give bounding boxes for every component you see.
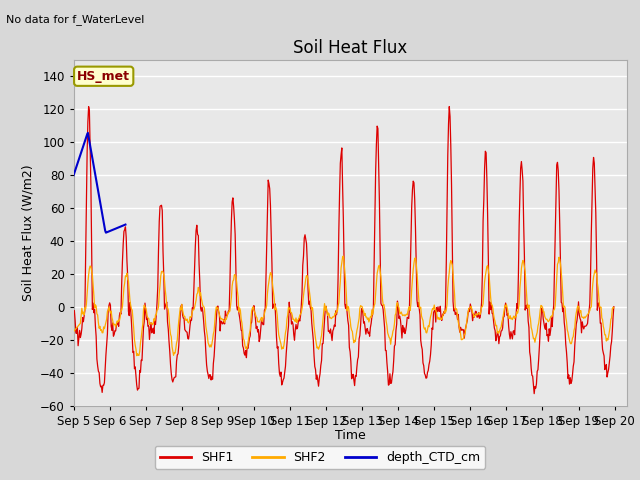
Title: Soil Heat Flux: Soil Heat Flux <box>293 39 408 57</box>
Y-axis label: Soil Heat Flux (W/m2): Soil Heat Flux (W/m2) <box>21 165 35 301</box>
X-axis label: Time: Time <box>335 429 366 442</box>
Text: No data for f_WaterLevel: No data for f_WaterLevel <box>6 14 145 25</box>
Legend: SHF1, SHF2, depth_CTD_cm: SHF1, SHF2, depth_CTD_cm <box>155 446 485 469</box>
Text: HS_met: HS_met <box>77 70 130 83</box>
